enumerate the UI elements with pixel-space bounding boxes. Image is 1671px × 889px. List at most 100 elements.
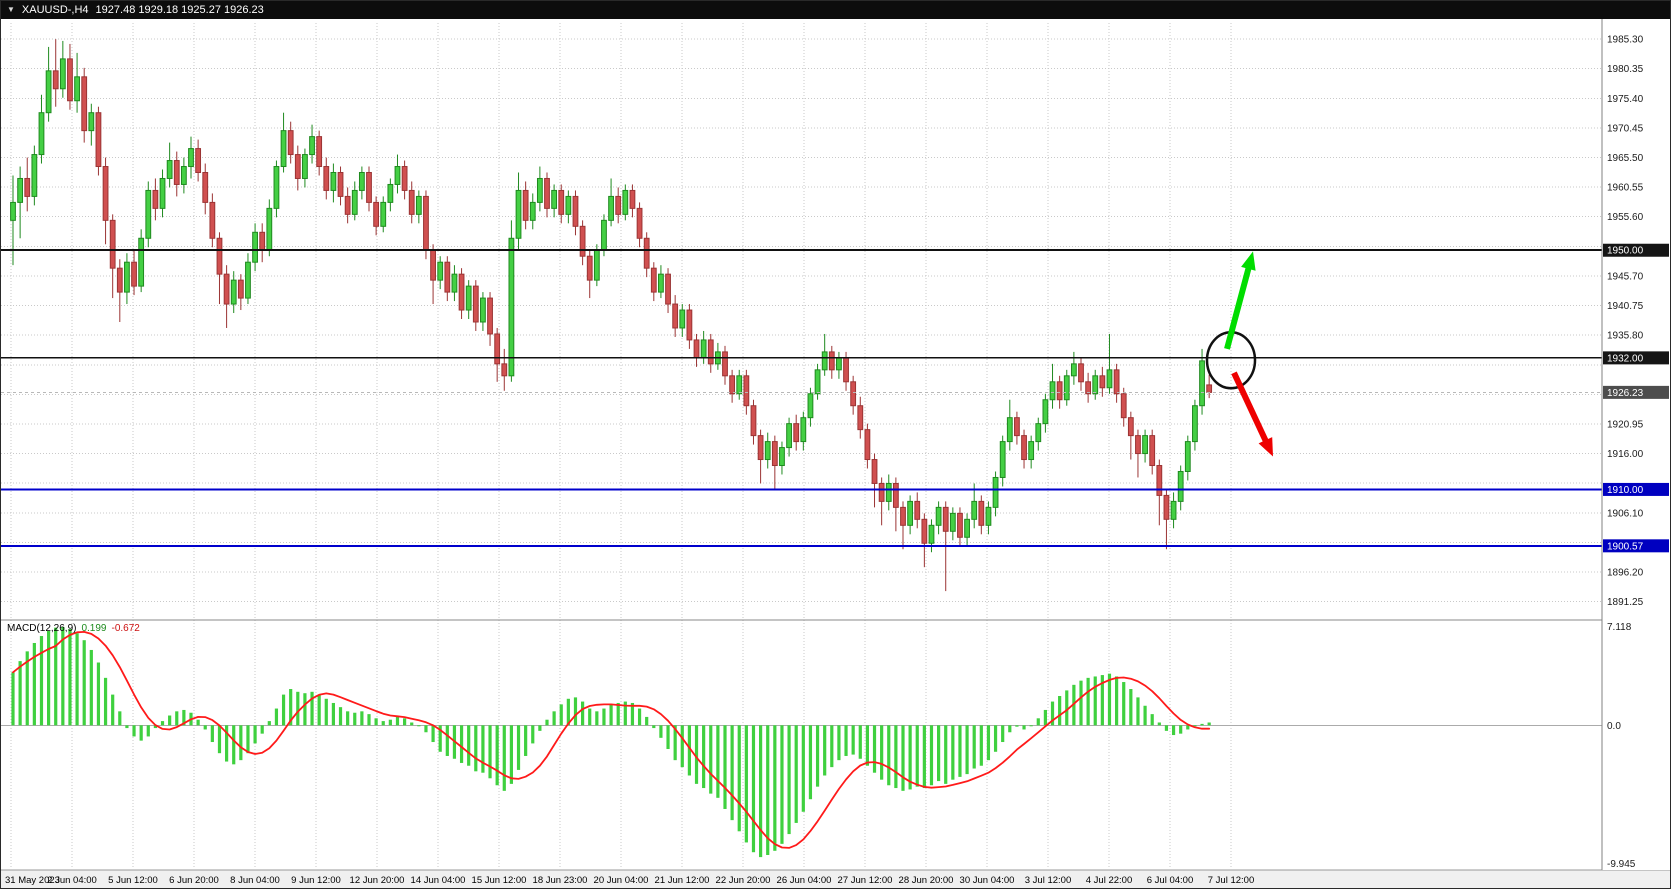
candle <box>1092 375 1099 395</box>
time-axis-label: 18 Jun 23:00 <box>533 875 588 886</box>
candle <box>1078 363 1084 383</box>
macd-bar <box>246 725 250 754</box>
candle <box>672 303 679 329</box>
candle <box>38 112 45 156</box>
candle <box>487 297 493 335</box>
up-arrow-annotation[interactable] <box>1224 266 1252 350</box>
candle <box>928 524 935 544</box>
candle <box>572 195 579 227</box>
candle <box>1142 435 1148 455</box>
candle <box>188 148 194 168</box>
candle <box>145 189 152 239</box>
macd-bar <box>267 721 271 726</box>
macd-bar <box>573 697 578 726</box>
candle <box>480 297 486 323</box>
candle <box>1206 384 1213 393</box>
price-axis[interactable] <box>1602 19 1671 870</box>
macd-bar <box>865 725 869 766</box>
candle <box>985 506 992 526</box>
macd-scale-label: 7.118 <box>1607 622 1632 633</box>
candle <box>907 500 914 526</box>
candle <box>707 339 714 365</box>
candle <box>957 512 963 538</box>
down-arrow-annotation-head[interactable] <box>1258 437 1273 457</box>
candle <box>892 482 899 508</box>
macd-bar <box>360 711 364 726</box>
macd-bar <box>431 725 435 743</box>
candle <box>601 219 607 251</box>
macd-bar <box>424 725 428 733</box>
macd-bar <box>1164 725 1169 731</box>
macd-bar <box>217 725 222 754</box>
macd-bar <box>659 725 663 738</box>
candle <box>74 76 80 102</box>
candle <box>1149 435 1156 467</box>
macd-bar <box>459 725 464 763</box>
macd-main-value: 0.199 <box>81 623 107 634</box>
price-axis-label: 1980.35 <box>1607 64 1644 75</box>
macd-bar <box>160 721 165 726</box>
macd-bar <box>794 725 798 823</box>
candle <box>81 76 88 132</box>
macd-bar <box>538 725 542 731</box>
time-axis-label: 7 Jul 12:00 <box>1208 875 1254 886</box>
candle <box>223 273 230 305</box>
time-axis[interactable] <box>1 870 1671 889</box>
time-axis-label: 6 Jul 04:00 <box>1147 875 1193 886</box>
chart-dropdown-icon[interactable]: ▼ <box>7 5 15 14</box>
candle <box>152 189 159 209</box>
macd-bar <box>858 725 862 759</box>
candle <box>821 351 828 371</box>
candle <box>259 231 266 251</box>
macd-bar <box>495 725 499 786</box>
macd-bar <box>1036 718 1040 726</box>
macd-bar <box>1186 725 1190 730</box>
candle <box>1113 369 1120 395</box>
candle <box>173 160 180 185</box>
candle <box>302 154 308 179</box>
macd-bar <box>153 725 157 729</box>
macd-bar <box>687 725 691 776</box>
candle <box>387 183 394 203</box>
macd-bar <box>1136 697 1140 726</box>
macd-bar <box>559 704 563 726</box>
macd-bar <box>317 694 321 726</box>
price-axis-label: 1945.70 <box>1607 271 1644 282</box>
macd-bar <box>1058 695 1062 726</box>
candle <box>565 195 572 215</box>
macd-bar <box>25 651 29 726</box>
price-axis-label: 1970.45 <box>1607 123 1644 134</box>
current-price-label: 1926.23 <box>1607 388 1644 399</box>
macd-bar <box>979 725 983 766</box>
up-arrow-annotation-head[interactable] <box>1241 251 1256 271</box>
candle <box>216 237 223 275</box>
chart-canvas[interactable]: 1985.30 1980.35 1975.40 1970.45 1965.50 1960.… <box>1 19 1671 889</box>
macd-bar <box>403 718 407 726</box>
candle <box>501 363 508 377</box>
down-arrow-annotation[interactable] <box>1231 371 1269 444</box>
macd-bar <box>103 677 108 726</box>
time-axis-label: 4 Jul 22:00 <box>1086 875 1132 886</box>
candle <box>230 279 237 305</box>
candle <box>914 500 921 520</box>
time-axis-label: 21 Jun 12:00 <box>655 875 710 886</box>
macd-bar <box>146 725 150 737</box>
candle <box>1106 369 1113 389</box>
candle <box>1063 375 1070 401</box>
macd-bar <box>54 627 58 726</box>
price-axis-label: 1975.40 <box>1607 94 1644 105</box>
candle <box>280 130 287 168</box>
macd-bar <box>922 725 926 789</box>
candle <box>971 500 978 520</box>
candle <box>1056 381 1063 401</box>
macd-bar <box>716 725 720 798</box>
macd-bar <box>139 725 143 741</box>
macd-bar <box>39 636 44 726</box>
macd-bar <box>531 725 535 744</box>
chart-title-bar[interactable]: ▼ XAUUSD-,H4 1927.48 1929.18 1925.27 192… <box>1 1 1670 19</box>
price-label-1950.00-box <box>1603 243 1669 257</box>
candle <box>430 249 436 281</box>
candle <box>964 518 970 538</box>
macd-bar <box>1179 725 1183 734</box>
candle <box>949 512 956 532</box>
